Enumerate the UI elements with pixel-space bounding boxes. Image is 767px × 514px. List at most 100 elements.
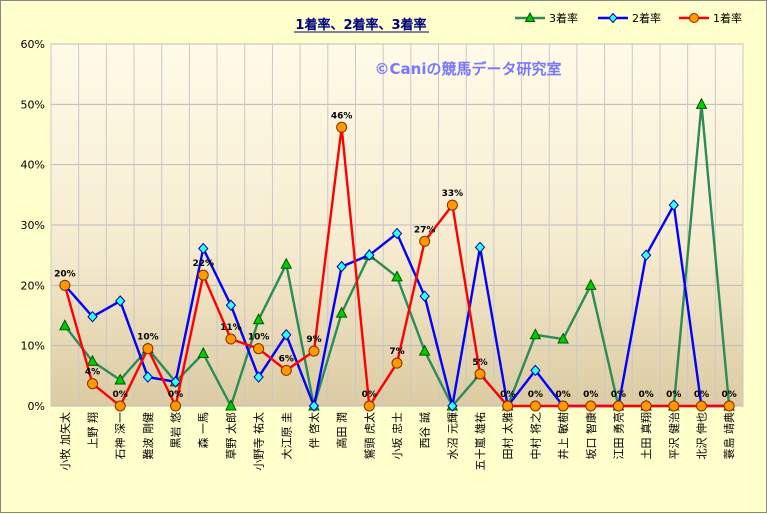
data-label: 9% bbox=[306, 335, 321, 345]
x-category-label: 高田 潤 bbox=[335, 412, 349, 449]
x-category-label: 小坂 忠士 bbox=[391, 412, 404, 460]
x-category-label: 水沼 元輝 bbox=[445, 412, 459, 460]
legend-label: 2着率 bbox=[632, 11, 661, 25]
data-point bbox=[391, 270, 403, 282]
data-label: 0% bbox=[555, 390, 570, 400]
data-point bbox=[695, 400, 707, 412]
x-category-label: 大江原 圭 bbox=[279, 412, 293, 460]
data-label: 0% bbox=[362, 390, 377, 400]
data-labels: 20% 4% 0% 10% 0% 22% 11% 10% 6% 9% 46% 0% 7% 27% 33% 5%… bbox=[54, 111, 737, 400]
data-label: 0% bbox=[638, 390, 653, 400]
data-point bbox=[280, 364, 292, 376]
legend-marker bbox=[689, 13, 699, 23]
data-point bbox=[391, 357, 403, 369]
data-label: 22% bbox=[192, 259, 214, 269]
y-axis-ticks: 0% 10% 20% 30% 40% 50% 60% bbox=[21, 38, 45, 413]
data-point bbox=[474, 368, 486, 380]
y-tick-label: 20% bbox=[21, 279, 45, 292]
data-label: 46% bbox=[331, 111, 353, 121]
data-point bbox=[584, 278, 597, 290]
x-category-label: 中村 将之 bbox=[528, 412, 542, 460]
data-point bbox=[529, 328, 542, 340]
data-label: 0% bbox=[583, 390, 598, 400]
data-point bbox=[530, 364, 541, 377]
data-point bbox=[419, 290, 430, 302]
data-label: 33% bbox=[442, 189, 464, 199]
legend-label: 3着率 bbox=[549, 11, 578, 25]
data-point bbox=[640, 249, 652, 261]
x-category-label: 難波 剛健 bbox=[142, 412, 155, 460]
data-label: 0% bbox=[666, 390, 681, 400]
x-category-label: 五十嵐 雄祐 bbox=[473, 412, 487, 471]
x-category-label: 黒岩 悠 bbox=[169, 412, 183, 449]
data-point bbox=[502, 400, 514, 412]
x-axis-categories: 小牧 加矢太 上野 翔石神 深一 難波 剛健 黒岩 悠森 一馬 草野 太郎 小野寺 祐太大… bbox=[58, 412, 736, 471]
data-point bbox=[197, 346, 210, 359]
x-category-label: 蓑島 靖典 bbox=[722, 412, 736, 460]
data-point bbox=[585, 400, 597, 412]
legend: 3着率 2着率 1着率 bbox=[515, 11, 742, 25]
x-category-label: 北沢 伸也 bbox=[694, 412, 708, 460]
data-point bbox=[695, 97, 708, 109]
data-point bbox=[170, 376, 181, 388]
data-point bbox=[419, 235, 431, 247]
data-label: 11% bbox=[220, 323, 242, 333]
data-label: 0% bbox=[168, 390, 183, 400]
data-point bbox=[557, 400, 569, 412]
data-label: 10% bbox=[248, 333, 270, 343]
data-point bbox=[418, 344, 431, 356]
y-tick-label: 60% bbox=[21, 38, 45, 51]
data-point bbox=[87, 310, 98, 323]
x-category-label: 伴 啓太 bbox=[307, 412, 321, 449]
watermark: ©Caniの競馬データ研究室 bbox=[375, 60, 562, 78]
data-label: 27% bbox=[414, 225, 436, 235]
x-category-label: 坂口 智康 bbox=[584, 412, 598, 460]
data-point bbox=[447, 400, 458, 412]
data-point bbox=[668, 199, 679, 211]
data-point bbox=[142, 343, 154, 355]
x-category-label: 西谷 誠 bbox=[419, 412, 432, 449]
data-point bbox=[363, 400, 375, 412]
data-point bbox=[114, 400, 126, 412]
data-point bbox=[253, 371, 264, 383]
x-category-label: 平沢 健治 bbox=[667, 412, 681, 460]
data-point bbox=[364, 249, 375, 261]
data-label: 5% bbox=[472, 358, 487, 368]
data-point bbox=[142, 371, 154, 383]
data-point bbox=[308, 345, 320, 357]
data-label: 6% bbox=[279, 354, 294, 364]
data-point bbox=[529, 400, 541, 412]
x-category-label: 上野 翔 bbox=[86, 412, 100, 449]
x-category-label: 井上 敏樹 bbox=[556, 412, 570, 460]
y-tick-label: 10% bbox=[21, 340, 45, 353]
data-point bbox=[612, 400, 624, 412]
data-point bbox=[252, 313, 265, 325]
data-label: 0% bbox=[500, 390, 515, 400]
data-point bbox=[308, 400, 320, 412]
x-category-label: 江田 勇亮 bbox=[611, 412, 625, 460]
data-point bbox=[335, 306, 348, 318]
data-point bbox=[59, 279, 71, 291]
data-point bbox=[281, 329, 292, 341]
data-point bbox=[723, 400, 735, 412]
data-point bbox=[170, 400, 182, 412]
data-label: 0% bbox=[528, 390, 543, 400]
data-point bbox=[115, 295, 126, 307]
y-tick-label: 0% bbox=[28, 400, 45, 413]
data-point bbox=[446, 199, 458, 211]
data-point bbox=[336, 260, 347, 273]
x-category-label: 小野寺 祐太 bbox=[253, 412, 266, 471]
data-point bbox=[474, 241, 486, 254]
data-point bbox=[198, 242, 209, 255]
data-point bbox=[253, 343, 265, 355]
data-point bbox=[391, 227, 403, 240]
data-label: 20% bbox=[54, 269, 76, 279]
y-tick-label: 30% bbox=[21, 219, 45, 232]
x-category-label: 土田 真翔 bbox=[639, 412, 653, 460]
legend-marker bbox=[608, 12, 618, 24]
x-category-label: 田村 太雅 bbox=[501, 412, 515, 460]
data-point bbox=[640, 400, 652, 412]
data-label: 0% bbox=[722, 390, 737, 400]
